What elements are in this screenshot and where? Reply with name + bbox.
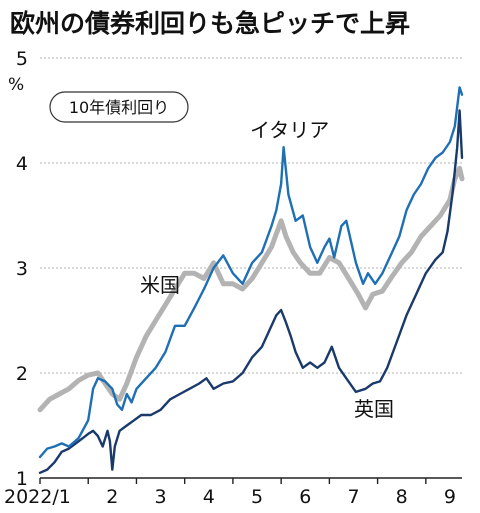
series-line-italy [38, 86, 464, 459]
x-tick-label: 3 [155, 486, 167, 508]
series-labels: イタリア 米国 英国 [140, 118, 394, 421]
series-line-uk [38, 109, 464, 474]
series-line-us [37, 165, 465, 413]
x-tick-label: 9 [444, 486, 456, 508]
x-tick-label: 6 [299, 486, 311, 508]
badge-label: 10年債利回り [69, 98, 169, 117]
y-tick-label: 4 [16, 153, 28, 175]
y-tick-label: 3 [16, 258, 28, 280]
series-lines [37, 86, 465, 474]
x-tick-label: 5 [251, 486, 263, 508]
legend-badge: 10年債利回り [49, 91, 189, 123]
chart-title: 欧州の債券利回りも急ピッチで上昇 [10, 9, 410, 38]
x-axis-ticks: 2022/1 2 3 4 5 6 7 8 9 [4, 478, 456, 508]
series-label-uk: 英国 [354, 397, 394, 421]
x-tick-label: 8 [396, 486, 408, 508]
series-label-italy: イタリア [250, 118, 329, 142]
badge-box [49, 91, 189, 123]
x-tick-label: 4 [203, 486, 215, 508]
x-tick-label: 7 [347, 486, 359, 508]
y-unit-label: % [8, 75, 24, 95]
x-tick-label: 2022/1 [4, 486, 71, 508]
x-tick-label: 2 [106, 486, 118, 508]
y-tick-label: 1 [16, 468, 28, 490]
y-tick-label: 2 [16, 363, 28, 385]
series-label-us: 米国 [140, 273, 180, 297]
y-tick-label: 5 [16, 48, 28, 70]
y-axis-ticks: 1 2 3 4 5 [16, 48, 28, 490]
